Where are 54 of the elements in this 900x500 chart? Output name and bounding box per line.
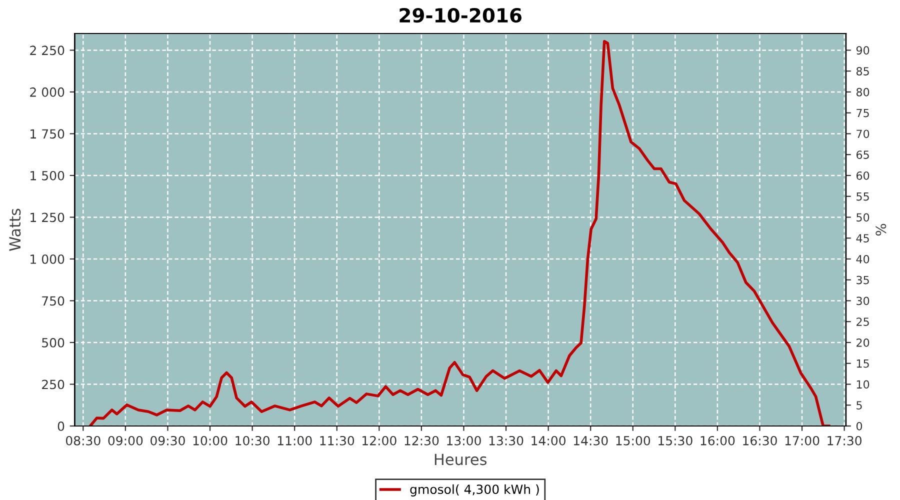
x-tick-label: 13:30 bbox=[489, 436, 524, 446]
y2-axis-title: % bbox=[876, 224, 886, 236]
y2-tick-label: 80 bbox=[856, 88, 870, 96]
y-tick-label: 0 bbox=[58, 421, 64, 431]
y2-tick-label: 40 bbox=[856, 254, 870, 264]
x-tick-label: 17:00 bbox=[785, 436, 820, 446]
y2-tick-label: 75 bbox=[856, 108, 869, 118]
y2-tick-label: 90 bbox=[856, 46, 870, 55]
x-tick-label: 16:30 bbox=[743, 436, 777, 446]
x-tick-label: 09:00 bbox=[108, 436, 143, 446]
x-tick-label: 15:30 bbox=[658, 436, 692, 446]
y-tick-label: 1 500 bbox=[30, 170, 64, 180]
legend-label: gmosol( 4,300 kWh ) bbox=[410, 484, 539, 496]
y2-tick-label: 20 bbox=[856, 338, 870, 347]
x-axis-title: Heures bbox=[434, 454, 487, 466]
y-tick-label: 1 250 bbox=[30, 212, 64, 222]
y2-tick-label: 60 bbox=[856, 171, 870, 180]
line-series bbox=[88, 40, 830, 426]
x-tick-label: 17:30 bbox=[828, 436, 862, 446]
x-tick-label: 09:30 bbox=[150, 436, 185, 446]
x-tick-label: 16:00 bbox=[700, 436, 735, 446]
chart-title: 29-10-2016 bbox=[400, 8, 522, 23]
x-tick-label: 14:00 bbox=[532, 436, 566, 446]
y2-tick-label: 50 bbox=[856, 213, 870, 222]
x-tick-label: 12:30 bbox=[404, 436, 439, 446]
y2-tick-label: 30 bbox=[856, 296, 870, 306]
y2-tick-label: 10 bbox=[856, 380, 870, 389]
y2-tick-label: 85 bbox=[856, 67, 869, 76]
y-axis-title: Watts bbox=[9, 208, 21, 251]
x-tick-label: 15:00 bbox=[616, 436, 650, 446]
x-tick-label: 11:30 bbox=[320, 436, 354, 446]
y2-tick-label: 5 bbox=[856, 401, 862, 410]
y2-tick-label: 65 bbox=[856, 150, 869, 159]
y2-tick-label: 45 bbox=[856, 234, 869, 242]
y-tick-label: 2 000 bbox=[30, 87, 64, 97]
y-tick-label: 1 000 bbox=[30, 254, 64, 264]
y2-tick-label: 70 bbox=[856, 130, 870, 138]
y2-tick-label: 0 bbox=[856, 422, 862, 430]
y-tick-label: 500 bbox=[42, 338, 64, 348]
y-tick-label: 1 750 bbox=[30, 129, 64, 139]
x-tick-label: 12:00 bbox=[362, 436, 396, 446]
x-tick-label: 10:30 bbox=[236, 436, 270, 446]
x-tick-label: 11:00 bbox=[278, 436, 312, 446]
y-tick-label: 2 250 bbox=[30, 46, 64, 56]
y2-tick-label: 15 bbox=[856, 359, 869, 368]
x-tick-label: 14:30 bbox=[574, 436, 608, 446]
y2-tick-label: 55 bbox=[856, 192, 869, 201]
y2-tick-label: 35 bbox=[856, 276, 869, 284]
x-tick-label: 10:00 bbox=[193, 436, 228, 446]
x-tick-label: 08:30 bbox=[66, 436, 100, 446]
x-tick-label: 13:00 bbox=[447, 436, 481, 446]
y-tick-label: 250 bbox=[42, 380, 64, 390]
y2-tick-label: 25 bbox=[856, 318, 869, 326]
y-tick-label: 750 bbox=[42, 296, 64, 306]
